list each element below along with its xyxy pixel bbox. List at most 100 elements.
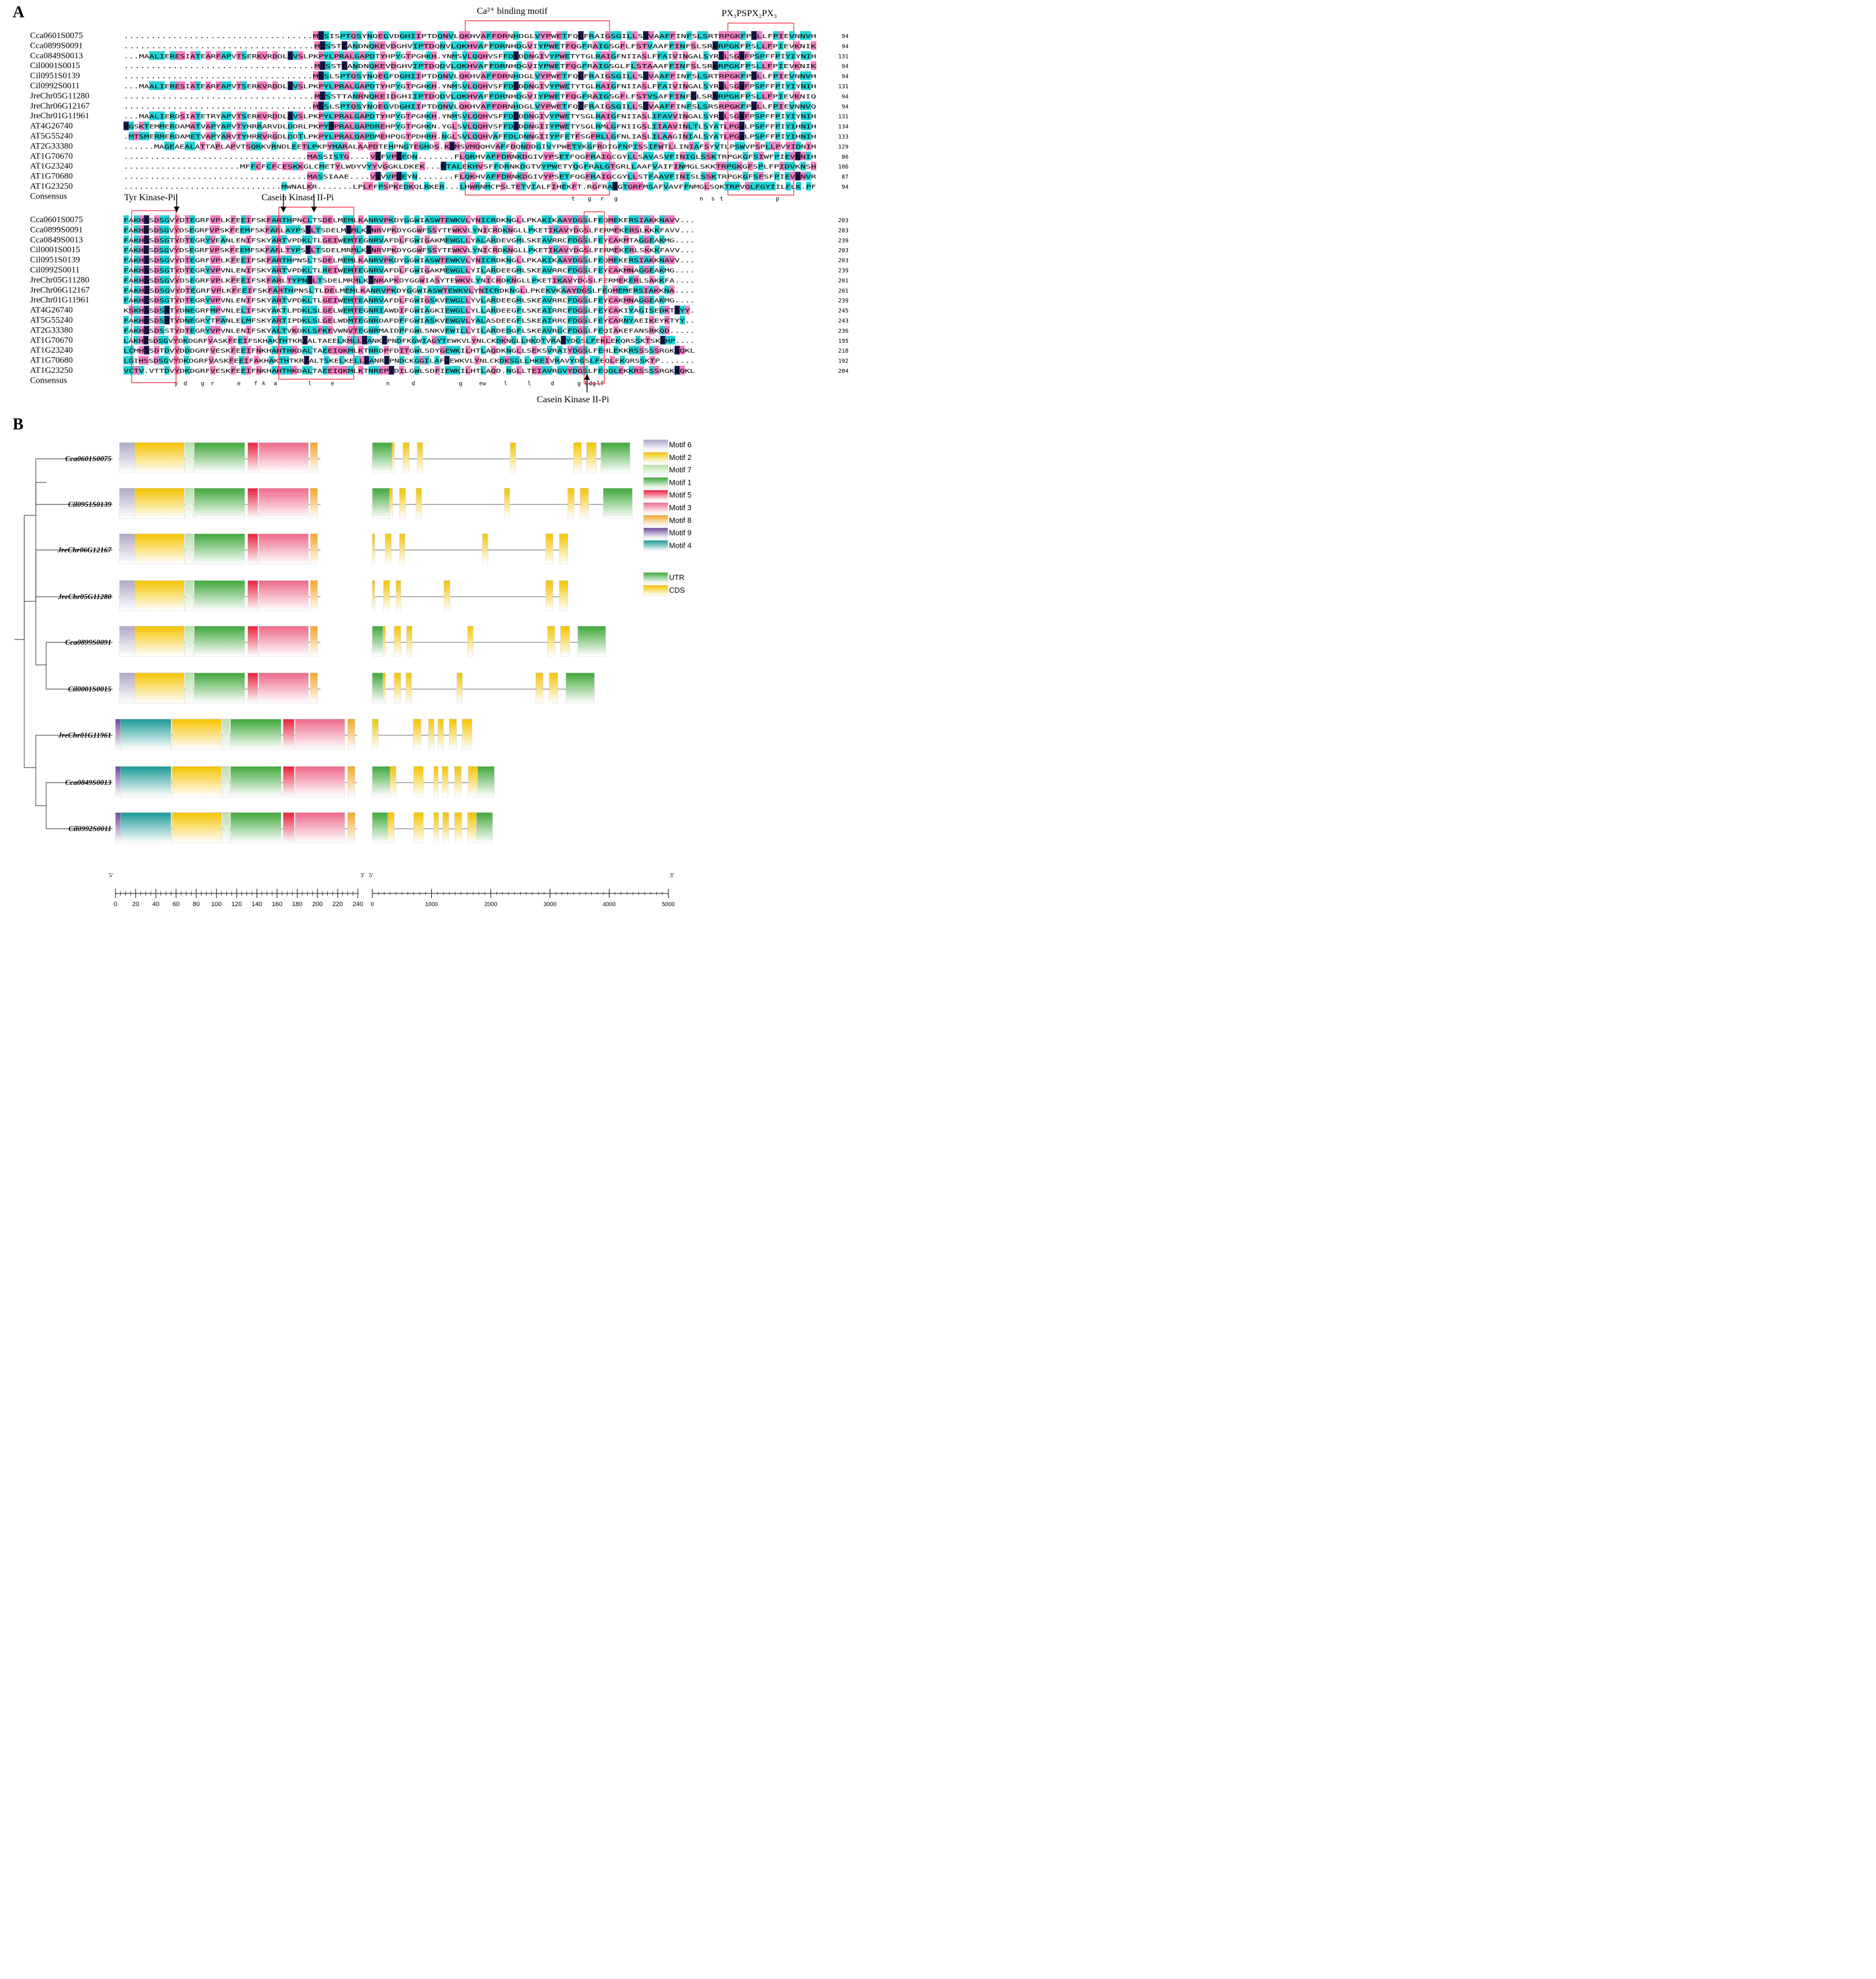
sequence-text: ...................................MSSST…: [124, 93, 816, 100]
residue-shade: [739, 111, 745, 121]
residue-shade: [754, 121, 760, 130]
residue-shade: [368, 295, 374, 305]
residue-shade: [124, 335, 129, 345]
residue-shade: [307, 171, 313, 181]
exon-shade: [372, 581, 375, 611]
residue-shade: [535, 31, 541, 40]
casein-kinase-arrow-3: [584, 374, 590, 392]
residue-shade: [154, 225, 159, 234]
residue-shade: [541, 295, 547, 305]
exon-shade: [372, 626, 383, 656]
sequence-name: AT2G33380: [30, 141, 73, 151]
residue-shade: [558, 245, 564, 255]
residue-shade: [139, 215, 144, 224]
residue-shade: [189, 316, 196, 324]
residue-shade: [572, 235, 578, 244]
residue-shade: [246, 235, 252, 244]
residue-shade: [638, 235, 644, 244]
residue-shade: [649, 305, 655, 315]
residue-shade: [491, 326, 496, 335]
residue-shade: [380, 51, 386, 60]
residue-shade: [205, 51, 211, 60]
residue-shade: [241, 81, 247, 90]
residue-shade: [528, 225, 533, 234]
residue-shade: [364, 51, 370, 60]
residue-shade: [795, 141, 801, 151]
residue-shade: [298, 132, 304, 140]
residue-shade: [358, 295, 364, 305]
residue-shade: [470, 151, 476, 160]
residue-shade: [800, 162, 806, 171]
alignment-row: AT1G23240 LCMHGSDTDVYDDDGRFVESKFEEIFNKHAH…: [30, 346, 849, 355]
residue-shade: [325, 61, 331, 70]
motif-block-shade: [194, 626, 245, 656]
residue-shade: [124, 295, 129, 305]
residue-shade: [334, 132, 339, 140]
sequence-end-position: 201: [838, 278, 849, 284]
residue-shade: [246, 265, 252, 274]
residue-shade: [384, 356, 390, 365]
residue-shade: [543, 41, 550, 50]
residue-shade: [350, 71, 357, 80]
residue-shade: [139, 295, 144, 305]
residue-shade: [319, 162, 325, 171]
residue-shade: [767, 41, 773, 50]
residue-shade: [340, 71, 346, 80]
residue-shade: [551, 285, 556, 294]
residue-shade: [657, 111, 663, 121]
residue-shade: [373, 235, 379, 244]
residue-shade: [767, 61, 773, 70]
residue-shade: [149, 81, 155, 90]
residue-shade: [501, 151, 507, 160]
residue-shade: [190, 111, 196, 121]
sequence-name: JreChr05G11280: [30, 275, 89, 285]
residue-shade: [521, 335, 526, 345]
residue-shade: [644, 215, 649, 224]
residue-shade: [554, 111, 560, 121]
residue-shade: [124, 356, 129, 365]
residue-shade: [282, 326, 287, 335]
residue-shade: [785, 111, 791, 121]
sequence-end-position: 239: [838, 298, 849, 304]
residue-shade: [360, 285, 366, 294]
residue-shade: [608, 215, 614, 224]
residue-shade: [794, 91, 800, 100]
residue-shade: [170, 111, 175, 121]
residue-shade: [582, 235, 588, 244]
residue-shade: [567, 265, 573, 274]
sequence-name: Cil0951S0139: [30, 256, 80, 265]
residue-shade: [462, 121, 468, 130]
exon-shade: [510, 443, 516, 473]
residue-shade: [613, 215, 619, 224]
residue-shade: [475, 275, 481, 285]
residue-shade: [283, 356, 289, 365]
residue-shade: [633, 346, 640, 355]
residue-shade: [486, 31, 492, 40]
sequence-end-position: 94: [842, 33, 849, 40]
residue-shade: [506, 151, 513, 160]
protein-axis-label: 200: [312, 901, 323, 906]
residue-shade: [607, 182, 613, 190]
residue-shade: [761, 41, 768, 50]
motif-block-shade: [194, 673, 245, 703]
residue-shade: [586, 141, 593, 151]
residue-shade: [554, 41, 560, 50]
motif-block-shade: [185, 534, 193, 564]
residue-shade: [144, 326, 150, 335]
residue-shade: [480, 305, 486, 315]
residue-shade: [649, 215, 655, 224]
residue-shade: [332, 366, 338, 375]
residue-shade: [685, 171, 691, 181]
residue-shade: [704, 182, 710, 190]
residue-shade: [159, 132, 165, 140]
residue-shade: [324, 285, 330, 294]
residue-shade: [149, 111, 155, 121]
residue-shade: [648, 31, 655, 40]
residue-shade: [307, 305, 313, 315]
residue-shade: [724, 121, 730, 130]
residue-shade: [426, 111, 432, 121]
residue-shade: [133, 132, 139, 140]
sequence-text: KSKHGSDSKTYDNEGRFMPVNLELIFSKYAKTLPDKLSLG…: [124, 308, 695, 315]
residue-shade: [770, 141, 776, 151]
residue-shade: [404, 346, 410, 355]
